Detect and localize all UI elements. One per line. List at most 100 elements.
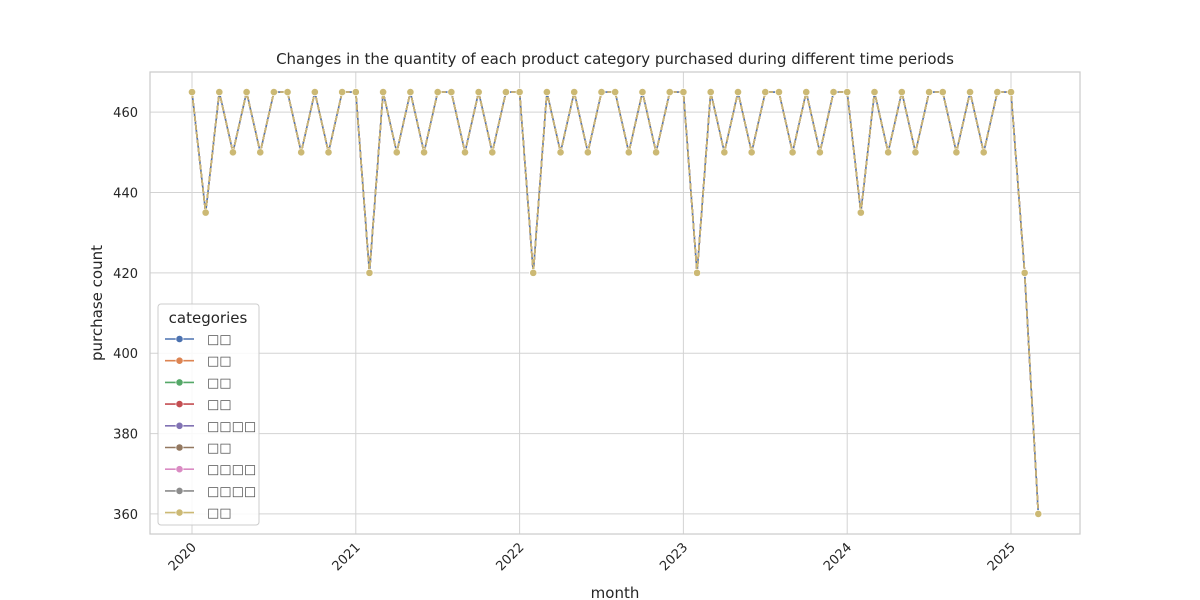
data-point: [515, 88, 524, 96]
data-point: [966, 88, 974, 96]
legend-label: □□: [207, 376, 232, 391]
grid-lines: [150, 72, 1080, 534]
legend-entry: □□: [165, 441, 232, 456]
legend-entry: □□: [165, 398, 232, 413]
data-point: [870, 88, 879, 96]
data-point: [720, 148, 729, 157]
data-point: [624, 148, 633, 157]
chart-title: Changes in the quantity of each product …: [276, 50, 954, 68]
data-point: [938, 88, 947, 96]
y-tick-label: 420: [113, 267, 138, 282]
data-point: [474, 88, 483, 96]
legend-entries: □□□□□□□□□□□□□□□□□□□□□□□□: [165, 333, 256, 521]
legend-swatch-marker: [175, 443, 184, 452]
data-point: [706, 88, 715, 96]
data-point: [638, 88, 647, 96]
legend-entry: □□: [165, 506, 232, 521]
data-point: [188, 88, 196, 96]
data-point: [269, 88, 278, 96]
legend-label: □□: [207, 441, 232, 456]
data-point: [488, 148, 497, 157]
legend-entry: □□: [165, 354, 232, 369]
data-point: [1007, 88, 1015, 96]
data-point: [297, 148, 306, 157]
data-point: [829, 88, 838, 96]
y-tick-label: 460: [113, 106, 138, 121]
data-point: [911, 148, 920, 157]
data-point: [761, 88, 770, 96]
data-point: [201, 208, 210, 217]
series-line: [191, 91, 1040, 514]
data-point: [652, 148, 660, 157]
legend-swatch-marker: [175, 400, 184, 408]
legend-swatch-marker: [175, 378, 184, 387]
y-tick-label: 360: [113, 508, 138, 523]
y-axis-ticks: 360 380 400 420 440 460: [113, 106, 138, 523]
legend-swatch-marker: [175, 508, 184, 517]
data-point: [338, 88, 347, 96]
y-tick-label: 380: [113, 428, 138, 443]
data-point: [256, 148, 265, 157]
data-point: [583, 148, 592, 157]
data-point: [802, 88, 811, 96]
data-point: [979, 148, 988, 157]
data-point: [597, 88, 606, 96]
legend-swatch-marker: [175, 335, 184, 343]
data-point: [556, 148, 565, 157]
legend-label: □□: [207, 354, 232, 369]
data-point: [747, 148, 756, 157]
series-8: [188, 88, 1043, 518]
data-point: [1020, 268, 1029, 277]
data-point: [775, 88, 783, 96]
data-point: [229, 148, 237, 157]
data-point: [502, 88, 510, 96]
data-point: [570, 88, 579, 96]
legend-swatch-marker: [175, 486, 184, 495]
data-point: [379, 88, 387, 96]
y-tick-label: 400: [113, 347, 138, 362]
legend-label: □□□□: [207, 463, 256, 478]
plot-area: [150, 72, 1080, 534]
data-point: [351, 88, 360, 96]
data-point: [993, 88, 1002, 96]
data-point: [611, 88, 620, 96]
legend-swatch-marker: [175, 356, 184, 365]
legend-label: □□: [207, 333, 232, 348]
data-point: [365, 268, 374, 277]
plot-border: [149, 71, 1081, 535]
legend-entry: □□: [165, 376, 232, 391]
data-point: [856, 208, 865, 217]
data-point: [406, 88, 415, 96]
legend-entry: □□□□: [165, 463, 256, 478]
legend-entry: □□: [165, 333, 232, 348]
data-point: [242, 88, 251, 96]
legend-label: □□□□: [207, 419, 256, 434]
y-axis-label: purchase count: [88, 245, 106, 361]
data-point: [925, 88, 933, 96]
legend: categories □□□□□□□□□□□□□□□□□□□□□□□□: [157, 303, 260, 526]
data-point: [788, 148, 797, 157]
legend-swatch-marker: [175, 465, 184, 474]
data-point: [215, 88, 224, 96]
data-point: [461, 148, 469, 157]
legend-label: □□: [207, 398, 232, 413]
y-tick-label: 440: [113, 187, 138, 202]
data-point: [734, 88, 742, 96]
data-point: [693, 268, 701, 277]
data-point: [392, 148, 401, 157]
data-point: [843, 88, 852, 96]
data-point: [324, 148, 333, 157]
legend-label: □□: [207, 506, 232, 521]
legend-title: categories: [169, 309, 248, 327]
legend-entry: □□□□: [165, 484, 256, 499]
data-point: [665, 88, 674, 96]
data-point: [283, 88, 292, 96]
data-point: [952, 148, 961, 157]
data-point: [447, 88, 456, 96]
series-lines: [188, 88, 1043, 518]
data-point: [897, 88, 906, 96]
legend-entry: □□□□: [165, 419, 256, 434]
data-point: [816, 148, 824, 157]
data-point: [310, 88, 319, 96]
